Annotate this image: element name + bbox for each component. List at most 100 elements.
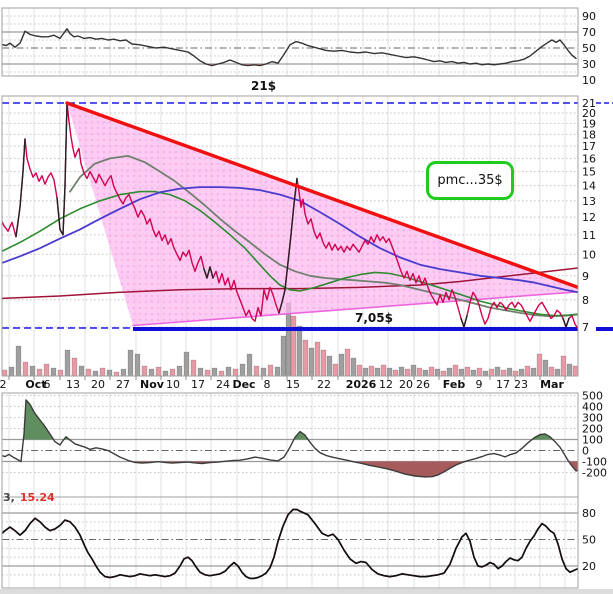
- x-axis-label: 6: [44, 378, 51, 391]
- resistance-price-label: 21$: [251, 79, 277, 93]
- volume-bar: [106, 369, 113, 376]
- volume-bar: [320, 349, 327, 376]
- y-axis-label: 11: [582, 229, 596, 242]
- x-axis-label: 20: [91, 378, 105, 391]
- volume-bar: [476, 367, 483, 376]
- volume-bar: [64, 349, 71, 376]
- y-axis-label: 50: [582, 42, 596, 55]
- stochastic-main-line: [2, 508, 578, 580]
- y-axis-label: 0: [582, 445, 589, 458]
- y-axis-label: 18: [582, 128, 596, 141]
- y-axis-label: 50: [582, 533, 596, 546]
- y-axis-label: 19: [582, 117, 596, 130]
- volume-bar: [536, 353, 543, 376]
- y-axis-label: 10: [582, 248, 596, 261]
- volume-bar: [422, 369, 429, 376]
- y-axis-label: 12: [582, 211, 596, 224]
- x-axis-label: Oct: [25, 378, 46, 391]
- y-axis-label: 8: [582, 294, 589, 307]
- x-axis-label: 23: [514, 378, 528, 391]
- volume-bar: [374, 367, 381, 376]
- volume-bar: [134, 353, 141, 376]
- volume-bar: [29, 365, 36, 376]
- stochastic-value-label: 3, 15.24: [3, 491, 55, 504]
- volume-bar: [120, 368, 127, 376]
- volume-bar: [392, 369, 399, 376]
- x-axis-label: 20: [399, 378, 413, 391]
- volume-bar: [470, 369, 477, 376]
- volume-bar: [176, 365, 183, 376]
- y-axis-label: -200: [582, 467, 607, 480]
- x-axis-label: Feb: [443, 378, 466, 391]
- volume-bar: [57, 369, 64, 376]
- volume-bar: [410, 364, 417, 376]
- volume-bar: [344, 348, 351, 376]
- pmc-callout-box[interactable]: pmc...35$: [426, 161, 514, 200]
- volume-bar: [141, 365, 148, 376]
- volume-bar: [434, 368, 441, 376]
- x-axis-label: 12: [379, 378, 393, 391]
- panel-border: [1, 95, 579, 377]
- volume-bar: [113, 371, 120, 376]
- stochastic-param: 3,: [3, 491, 15, 504]
- panel-border: [1, 392, 579, 498]
- volume-bar: [512, 370, 519, 376]
- x-axis-label: 2026: [346, 378, 377, 391]
- volume-bar: [488, 368, 495, 376]
- x-axis-label: 13: [66, 378, 80, 391]
- wedge-lower-trendline: [132, 290, 578, 327]
- ma-green-line: [2, 190, 578, 317]
- y-axis-label: 90: [582, 10, 596, 23]
- volume-bar: [36, 368, 43, 376]
- volume-bar: [548, 366, 555, 376]
- stochastic-signal-line: [2, 508, 578, 580]
- volume-bar: [15, 345, 22, 376]
- volume-bar: [50, 367, 57, 376]
- volume-bar: [280, 335, 287, 376]
- volume-bar: [85, 368, 92, 376]
- volume-bar: [332, 363, 339, 376]
- stochastic-current-value: 15.24: [19, 491, 55, 504]
- x-axis-label: 15: [286, 378, 300, 391]
- y-axis-label: 200: [582, 423, 603, 436]
- x-axis-label: 9: [476, 378, 483, 391]
- panel-border: [1, 7, 579, 77]
- momentum-line: [2, 399, 578, 478]
- y-axis-label: 10: [582, 74, 596, 87]
- volume-bar: [362, 367, 369, 376]
- indicator-fill-negative: [352, 461, 466, 477]
- volume-bar: [428, 366, 435, 376]
- volume-bar: [162, 370, 169, 376]
- x-axis-label: 17: [496, 378, 510, 391]
- y-axis-label: 20: [582, 560, 596, 573]
- x-axis-label: 17: [191, 378, 205, 391]
- volume-bar: [458, 368, 465, 376]
- volume-bar: [314, 341, 321, 376]
- volume-bar: [386, 367, 393, 376]
- volume-bar: [530, 367, 537, 376]
- volume-bar: [440, 370, 447, 376]
- x-axis-label: 26: [416, 378, 430, 391]
- volume-bar: [494, 366, 501, 376]
- volume-bar: [183, 351, 190, 376]
- x-axis-label: 27: [116, 378, 130, 391]
- volume-bar: [197, 367, 204, 376]
- volume-bar: [482, 370, 489, 376]
- volume-bar: [99, 367, 106, 376]
- ma-gray-line: [69, 154, 578, 318]
- volume-bar: [155, 366, 162, 376]
- y-axis-label: 100: [582, 434, 603, 447]
- volume-bar: [566, 363, 573, 376]
- stochastic-panel: [2, 497, 578, 588]
- descending-trendline[interactable]: [65, 101, 578, 289]
- volume-bar: [518, 368, 525, 376]
- rsi-panel: [2, 8, 578, 76]
- x-axis-label: Nov: [140, 378, 165, 391]
- volume-bar: [8, 366, 15, 376]
- volume-bar: [302, 339, 309, 376]
- volume-bar: [71, 357, 78, 376]
- panel-border: [1, 496, 579, 589]
- x-axis-label: 22: [317, 378, 331, 391]
- volume-bar: [338, 353, 345, 376]
- volume-bar: [274, 366, 281, 376]
